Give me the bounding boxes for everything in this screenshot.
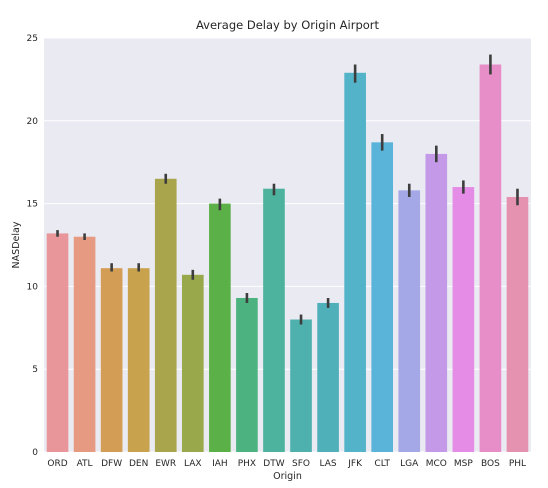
x-tick-label: LAX: [184, 459, 202, 469]
x-tick-label: ATL: [77, 459, 93, 469]
x-tick-label: DTW: [263, 459, 284, 469]
bar-phl: [506, 196, 529, 452]
x-tick-label: SFO: [292, 459, 310, 469]
x-tick-label: CLT: [374, 459, 390, 469]
plot-background: [44, 38, 531, 452]
x-tick-label: IAH: [212, 459, 228, 469]
bars: [46, 64, 529, 453]
x-tick-label: LGA: [400, 459, 419, 469]
y-tick-label: 25: [27, 34, 38, 44]
bar-jfk: [344, 72, 366, 452]
y-tick-label: 20: [27, 117, 39, 127]
x-tick-labels: ORD ATL DFW DEN EWR LAX IAH PHX DTW SFO LAS JFK CLT L…: [47, 459, 526, 469]
bar-clt: [371, 142, 394, 452]
bar-lax: [181, 274, 204, 452]
y-axis-label: NASDelay: [11, 221, 22, 268]
y-tick-label: 10: [27, 282, 39, 292]
bar-las: [317, 302, 339, 452]
bar-den: [127, 268, 150, 452]
bar-msp: [452, 187, 475, 453]
gridlines: [44, 37, 531, 453]
bar-dtw: [263, 188, 285, 453]
bar-bos: [479, 64, 502, 452]
chart-title: Average Delay by Origin Airport: [196, 18, 380, 32]
bar-mco: [425, 153, 448, 453]
y-tick-label: 5: [32, 365, 38, 375]
x-tick-label: MCO: [426, 459, 447, 469]
error-bars: [56, 54, 519, 325]
bar-ord: [46, 233, 69, 452]
x-tick-label: ORD: [47, 459, 67, 469]
y-tick-label: 0: [32, 448, 38, 458]
x-tick-label: MSP: [454, 459, 473, 469]
x-tick-label: LAS: [320, 459, 337, 469]
bar-sfo: [290, 319, 312, 452]
x-tick-label: EWR: [155, 459, 176, 469]
bar-ewr: [154, 178, 177, 452]
x-tick-label: DFW: [101, 459, 122, 469]
bar-atl: [73, 236, 96, 452]
x-tick-label: PHL: [509, 459, 526, 469]
x-tick-label: BOS: [481, 459, 500, 469]
y-tick-label: 15: [27, 200, 38, 210]
bar-iah: [209, 203, 231, 452]
y-tick-labels: 0 5 10 15 20 25: [27, 34, 39, 458]
x-tick-label: PHX: [238, 459, 256, 469]
bar-dfw: [100, 268, 123, 452]
bar-lga: [398, 190, 421, 453]
bar-phx: [236, 297, 258, 452]
x-tick-label: DEN: [129, 459, 148, 469]
x-axis-label: Origin: [273, 471, 302, 482]
x-tick-label: JFK: [347, 459, 363, 469]
